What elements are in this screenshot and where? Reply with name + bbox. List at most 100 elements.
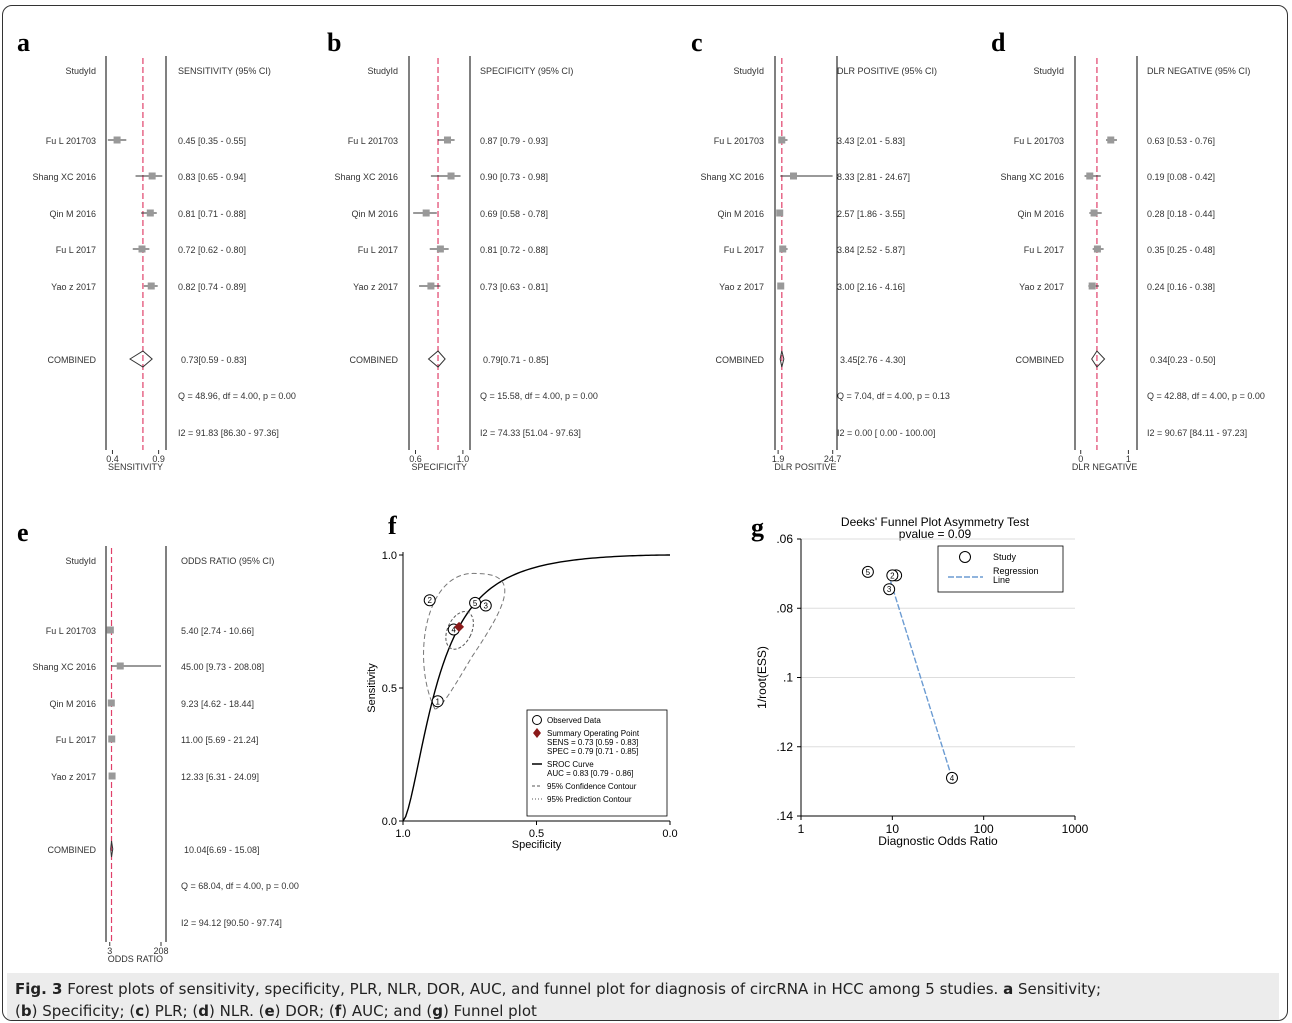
heterogeneity-i2: I2 = 94.12 [90.50 - 97.74] [181,918,282,928]
caption-panel-text: ) Funnel plot [443,1002,537,1020]
estimate-text: 0.19 [0.08 - 0.42] [1147,172,1215,182]
study-label: Shang XC 2016 [334,172,398,182]
panel-letter-c: c [691,28,703,57]
legend-text: Study [993,552,1017,562]
heterogeneity-q: Q = 42.88, df = 4.00, p = 0.00 [1147,391,1265,401]
combined-diamond [779,350,785,368]
study-label: Shang XC 2016 [32,172,96,182]
heterogeneity-q: Q = 15.58, df = 4.00, p = 0.00 [480,391,598,401]
combined-text: 10.04[6.69 - 15.08] [184,845,260,855]
legend-text: Summary Operating Point [547,729,640,738]
observed-point-label: 3 [484,602,489,611]
study-point-label: 2 [890,571,895,580]
combined-diamond [427,350,446,368]
legend-circle-icon [532,715,542,725]
x-axis-title: Diagnostic Odds Ratio [878,834,998,848]
y-tick-label: .1 [783,671,793,685]
study-label: Fu L 2017 [724,245,764,255]
legend-circle-icon [959,551,971,563]
legend-text: Line [993,575,1010,585]
point-estimate [1086,172,1094,180]
point-estimate [107,699,115,707]
point-estimate [776,209,784,217]
panel-letter-a: a [17,28,30,57]
legend-text: Regression [993,566,1039,576]
chart-subtitle: pvalue = 0.09 [899,527,972,541]
x-tick-label: 100 [974,822,994,836]
study-label: Yao z 2017 [353,282,398,292]
caption-panel-letter: d [198,1002,209,1020]
point-estimate [1107,136,1115,144]
point-estimate [108,735,116,743]
combined-label: COMBINED [349,355,398,365]
point-estimate [790,172,798,180]
column-header: DLR POSITIVE (95% CI) [837,66,937,76]
study-label: Qin M 2016 [351,209,398,219]
study-point [883,583,896,596]
study-label: Yao z 2017 [51,772,96,782]
point-estimate [778,136,786,144]
observed-point [423,594,436,607]
column-header: SPECIFICITY (95% CI) [480,66,573,76]
axis-tick-label: 1.9 [772,454,785,464]
prediction-contour [423,573,506,710]
axis-title: DLR POSITIVE [774,462,836,472]
x-axis-title: Specificity [512,839,562,851]
legend-text: Observed Data [547,716,601,725]
point-estimate [116,662,124,670]
axis-title: SPECIFICITY [411,462,467,472]
study-header: StudyId [367,66,398,76]
estimate-text: 0.35 [0.25 - 0.48] [1147,245,1215,255]
axis-title: ODDS RATIO [108,954,163,964]
estimate-text: 0.90 [0.73 - 0.98] [480,172,548,182]
axis-tick-label: 0.6 [409,454,422,464]
estimate-text: 0.81 [0.72 - 0.88] [480,245,548,255]
point-estimate [113,136,121,144]
x-tick-label: 1000 [1062,822,1089,836]
estimate-text: 0.81 [0.71 - 0.88] [178,209,246,219]
x-tick-label: 1.0 [395,828,410,840]
caption-panel-text: ) NLR. ( [209,1002,265,1020]
caption-panel-text: ) DOR; ( [274,1002,335,1020]
axis-tick-label: 208 [153,946,168,956]
y-axis-title: Sensitivity [366,663,378,713]
estimate-text: 0.24 [0.16 - 0.38] [1147,282,1215,292]
estimate-text: 0.72 [0.62 - 0.80] [178,245,246,255]
column-header: SENSITIVITY (95% CI) [178,66,271,76]
point-estimate [427,282,435,290]
axis-title: SENSITIVITY [108,462,163,472]
legend-text: 95% Prediction Contour [547,795,632,804]
caption-panel-letter: g [432,1002,444,1020]
caption-fig-label: Fig. 3 [15,980,63,998]
axis-tick-label: 24.7 [824,454,842,464]
estimate-text: 0.69 [0.58 - 0.78] [480,209,548,219]
combined-text: 3.45[2.76 - 4.30] [840,355,906,365]
caption-panel-text: Sensitivity; [1013,980,1102,998]
study-label: Fu L 201703 [714,136,764,146]
chart-title: Deeks' Funnel Plot Asymmetry Test [841,515,1030,529]
axis-tick-label: 0.4 [106,454,119,464]
sroc-curve [402,554,671,822]
figure-caption: Fig. 3 Forest plots of sensitivity, spec… [7,973,1279,1020]
heterogeneity-i2: I2 = 91.83 [86.30 - 97.36] [178,428,279,438]
study-label: Fu L 201703 [1014,136,1064,146]
estimate-text: 12.33 [6.31 - 24.09] [181,772,259,782]
heterogeneity-i2: I2 = 0.00 [ 0.00 - 100.00] [837,428,935,438]
combined-diamond [1091,350,1106,368]
point-estimate [108,772,116,780]
study-label: Fu L 201703 [46,626,96,636]
caption-panel-letter: a [1003,980,1014,998]
legend-subtext: SPEC = 0.79 [0.71 - 0.85] [547,747,638,756]
heterogeneity-i2: I2 = 90.67 [84.11 - 97.23] [1147,428,1247,438]
legend-text: SROC Curve [547,760,594,769]
y-tick-label: .08 [776,601,793,615]
study-label: Qin M 2016 [49,699,96,709]
summary-operating-point [454,621,465,632]
axis-tick-label: 0 [1078,454,1083,464]
observed-point-label: 1 [435,697,440,706]
axis-tick-label: 3 [107,946,112,956]
y-tick-label: 1.0 [382,550,397,562]
estimate-text: 9.23 [4.62 - 18.44] [181,699,254,709]
estimate-text: 0.73 [0.63 - 0.81] [480,282,548,292]
